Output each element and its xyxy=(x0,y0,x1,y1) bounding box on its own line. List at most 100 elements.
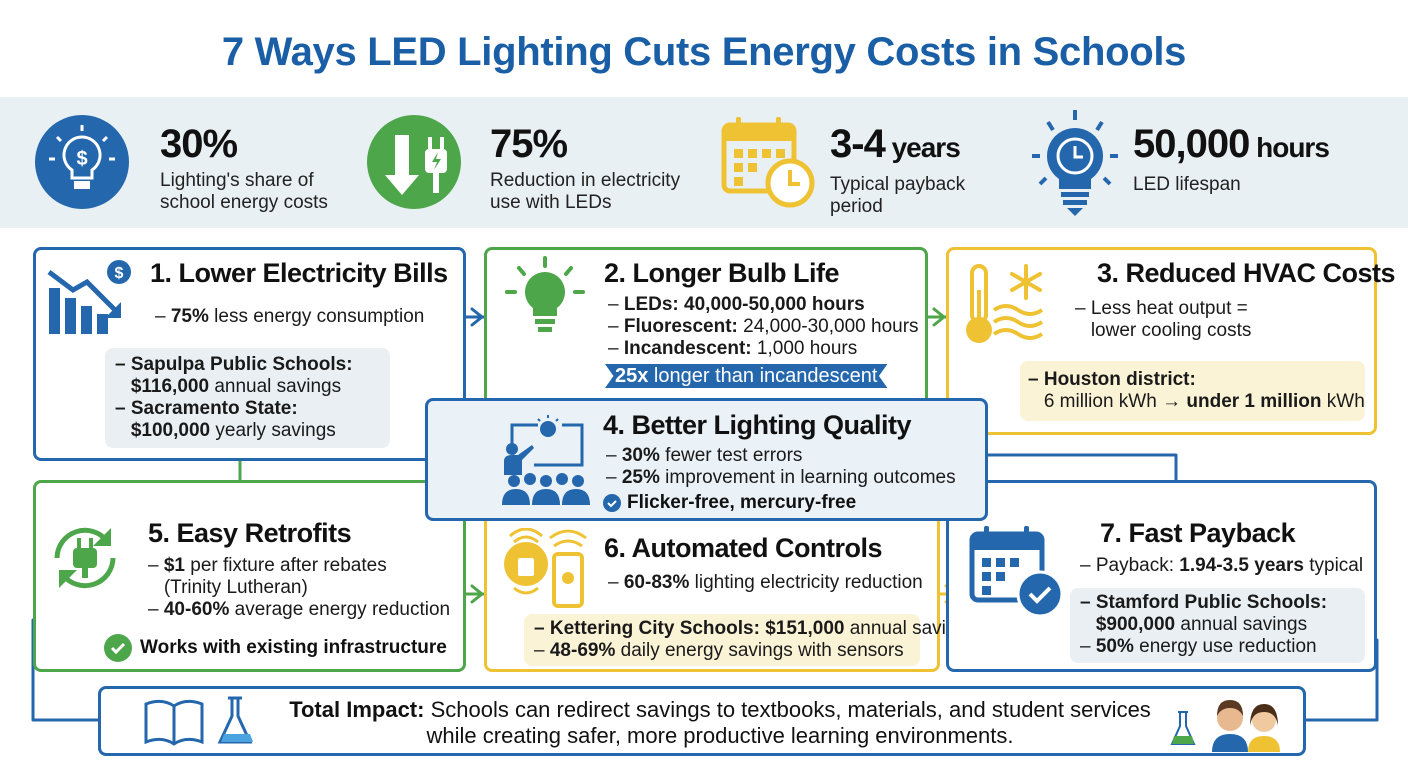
bullet-item: – 48-69% daily energy savings with senso… xyxy=(534,640,910,662)
impact-label: Total Impact: xyxy=(289,697,425,722)
bullet-item: – 40-60% average energy reduction xyxy=(148,599,450,621)
stat-label: period xyxy=(830,196,883,217)
page-title: 7 Ways LED Lighting Cuts Energy Costs in… xyxy=(221,30,1187,74)
bullet-item: – 75% less energy consumption xyxy=(155,306,424,328)
bullet-text: typical xyxy=(1303,555,1364,576)
stat-label: Reduction in electricity xyxy=(490,170,681,191)
bullet-item: – Sapulpa Public Schools: xyxy=(115,354,380,376)
book-flask-icon xyxy=(142,694,262,750)
bullet-bold: 75% xyxy=(170,306,209,327)
stat-lifespan: 50,000 hours LED lifespan xyxy=(1133,122,1330,196)
stat-value: 3-4 xyxy=(830,122,886,166)
bullet-text: – xyxy=(534,640,550,661)
bullet-bold: – Houston district: xyxy=(1028,369,1196,390)
stat-value: 30% xyxy=(160,122,238,166)
bullet-item: – 25% improvement in learning outcomes xyxy=(606,467,956,489)
bullet-bold: 1.94-3.5 years xyxy=(1179,555,1304,576)
case-study-box: – Houston district: 6 million kWh → unde… xyxy=(1020,361,1365,421)
bullet-bold: $900,000 xyxy=(1080,614,1176,635)
card-title: 1. Lower Electricity Bills xyxy=(150,258,448,288)
case-study-box: – Sapulpa Public Schools: $116,000 annua… xyxy=(105,348,390,448)
bullet-list: – Payback: 1.94-3.5 years typical xyxy=(1080,555,1363,577)
card-title: 2. Longer Bulb Life xyxy=(604,258,840,288)
card-title: 3. Reduced HVAC Costs xyxy=(1097,258,1396,288)
bullet-item: – LEDs: 40,000-50,000 hours xyxy=(608,294,919,316)
stat-payback: 3-4 years Typical payback period xyxy=(830,124,965,218)
down-arrow-plug-icon xyxy=(367,115,462,210)
stats-band xyxy=(0,97,1408,228)
bullet-item: – 50% energy use reduction xyxy=(1080,636,1355,658)
chart-down-dollar-icon: $ xyxy=(45,258,135,338)
bullet-text: improvement in learning outcomes xyxy=(659,467,956,488)
bullet-text: – xyxy=(606,445,622,466)
bullet-text: kWh xyxy=(1321,391,1365,412)
card-title: 7. Fast Payback xyxy=(1100,518,1296,548)
bullet-text: – xyxy=(1080,636,1096,657)
svg-text:$: $ xyxy=(115,265,124,282)
bullet-text: – xyxy=(608,294,624,315)
stat-label: Lighting's share of xyxy=(160,170,314,191)
bullet-item: lower cooling costs xyxy=(1075,320,1252,342)
calendar-check-icon xyxy=(968,522,1068,622)
case-study-box: – Kettering City Schools: $151,000 annua… xyxy=(524,614,977,666)
bullet-text: (Trinity Lutheran) xyxy=(148,577,308,598)
students-flask-icon xyxy=(1170,692,1290,752)
bullet-text: – xyxy=(155,306,171,327)
check-circle-icon xyxy=(603,494,621,512)
bullet-bold: Fluorescent: xyxy=(623,316,738,337)
bullet-item: (Trinity Lutheran) xyxy=(148,577,450,599)
thermometer-snowflake-icon xyxy=(962,262,1052,347)
stat-value: 75% xyxy=(490,122,568,166)
bullet-text: annual savings xyxy=(209,376,342,397)
stat-label: Typical payback xyxy=(830,174,966,195)
total-impact-box xyxy=(98,686,1306,756)
bullet-bold: – Stamford Public Schools: xyxy=(1080,592,1328,613)
total-impact-text: Total Impact: Schools can redirect savin… xyxy=(270,697,1170,749)
stat-label: LED lifespan xyxy=(1133,174,1241,195)
check-item: Flicker-free, mercury-free xyxy=(603,492,856,514)
bullet-text: – xyxy=(608,338,624,359)
bullet-bold: 40-60% xyxy=(163,599,230,620)
bullet-bold: 40,000-50,000 hours xyxy=(678,294,865,315)
impact-line: while creating safer, more productive le… xyxy=(426,723,1014,748)
bullet-text: per fixture after rebates xyxy=(185,555,387,576)
bullet-item: – Houston district: xyxy=(1028,369,1357,391)
bullet-text: – xyxy=(148,555,164,576)
bullet-bold: – Sapulpa Public Schools: xyxy=(115,354,353,375)
bullet-text: average energy reduction xyxy=(229,599,451,620)
bullet-bold: under 1 million xyxy=(1186,391,1322,412)
bullet-item: – Kettering City Schools: $151,000 annua… xyxy=(534,618,977,640)
bullet-bold: 50% xyxy=(1095,636,1134,657)
bullet-text: – xyxy=(608,316,624,337)
case-study-box: – Stamford Public Schools: $900,000 annu… xyxy=(1070,588,1365,663)
bullet-item: – Fluorescent: 24,000-30,000 hours xyxy=(608,316,919,338)
bullet-item: – Payback: 1.94-3.5 years typical xyxy=(1080,555,1363,577)
bullet-text: energy use reduction xyxy=(1133,636,1317,657)
bullet-text: 1,000 hours xyxy=(751,338,858,359)
bullet-text: yearly savings xyxy=(210,420,336,441)
bullet-bold: Incandescent: xyxy=(623,338,752,359)
bullet-text: 6 million kWh → xyxy=(1028,391,1187,412)
bullet-bold: 30% xyxy=(621,445,660,466)
comparison-banner: 25x longer than incandescent xyxy=(605,364,888,388)
card-title: 6. Automated Controls xyxy=(604,533,883,563)
bullet-item: – Stamford Public Schools: xyxy=(1080,592,1355,614)
bullet-list: – 30% fewer test errors – 25% improvement… xyxy=(606,445,956,489)
bullet-list: – Less heat output = lower cooling costs xyxy=(1075,298,1251,342)
stat-value: 50,000 xyxy=(1133,122,1250,166)
check-circle-icon xyxy=(104,634,132,662)
bullet-item: – Sacramento State: xyxy=(115,398,380,420)
bullet-bold: – Kettering City Schools: $151,000 xyxy=(534,618,845,639)
bullet-text: – xyxy=(608,572,624,593)
svg-text:$: $ xyxy=(76,148,87,170)
recycle-plug-icon xyxy=(45,518,125,598)
classroom-teacher-icon xyxy=(500,415,590,507)
bullet-item: $100,000 yearly savings xyxy=(115,420,380,442)
stat-label: use with LEDs xyxy=(490,192,612,213)
card-longer-bulb-life xyxy=(484,247,928,417)
card-title: 5. Easy Retrofits xyxy=(148,518,352,548)
card-title: 4. Better Lighting Quality xyxy=(603,410,912,440)
stat-unit: hours xyxy=(1249,132,1330,163)
lightbulb-icon xyxy=(505,256,585,336)
lightbulb-clock-icon xyxy=(1028,108,1123,218)
